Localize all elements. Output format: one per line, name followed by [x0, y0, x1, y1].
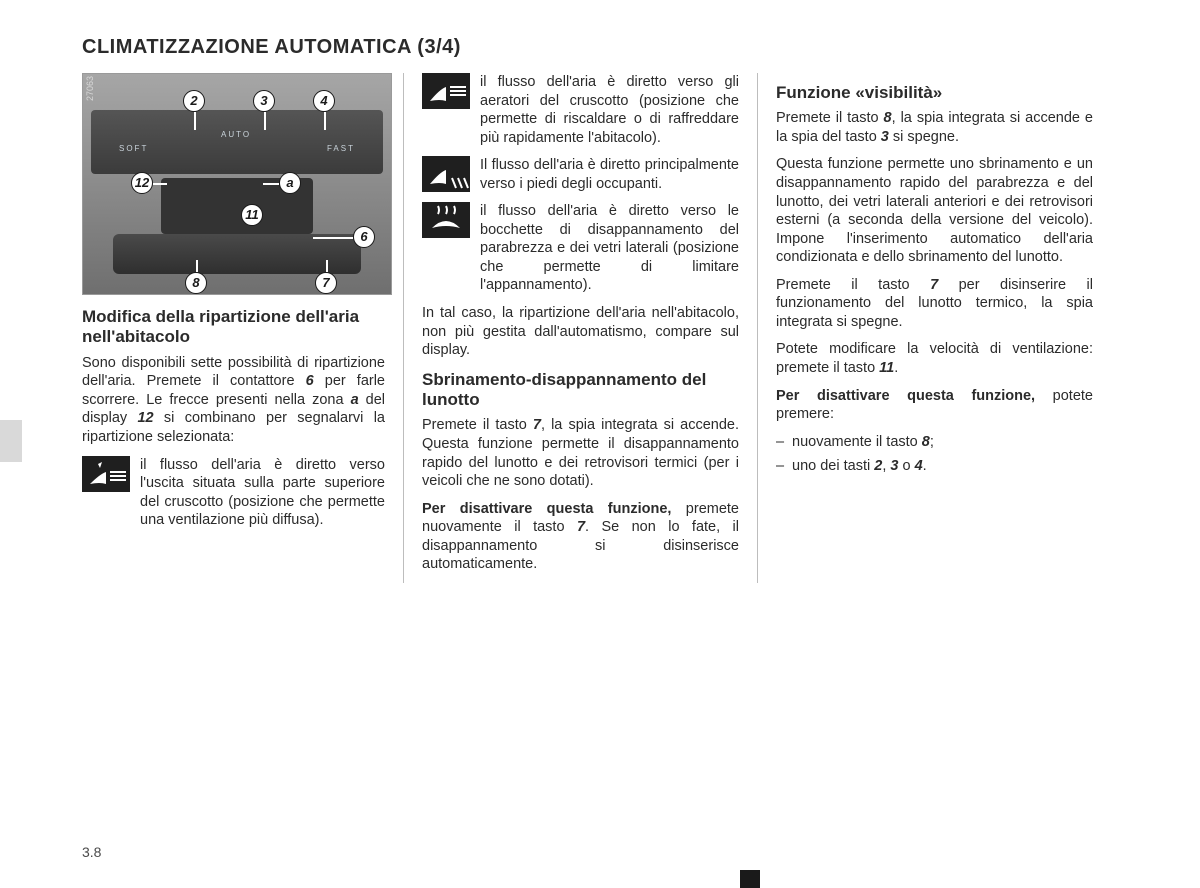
callout-7: 7 [315, 272, 337, 294]
air-defrost-icon [422, 202, 470, 238]
ref-8: 8 [922, 434, 930, 450]
air-face-icon [422, 73, 470, 109]
bottom-crop-mark [740, 870, 760, 888]
ref-3: 3 [881, 129, 889, 145]
icon-block-face: il flusso dell'aria è diretto verso gli … [422, 73, 739, 147]
defrost-p1: Premete il tasto 7, la spia integrata si… [422, 416, 739, 490]
icon-block-diffuse: il flusso dell'aria è diretto verso l'us… [82, 456, 385, 530]
list-item: uno dei tasti 2, 3 o 4. [776, 457, 1093, 476]
vis-p2: Questa funzione permette uno sbrinamento… [776, 155, 1093, 266]
column-2: il flusso dell'aria è diretto verso gli … [408, 73, 753, 583]
lead-line [324, 112, 326, 130]
defrost-p2: Per disattivare questa funzione, premete… [422, 500, 739, 574]
page: CLIMATIZZAZIONE AUTOMATICA (3/4) 27063 S… [0, 0, 1200, 583]
ref-8: 8 [884, 110, 892, 126]
air-feet-icon [422, 156, 470, 192]
bold-text: Per disattivare questa funzione, [422, 501, 671, 517]
icon-text: il flusso dell'aria è diretto verso l'us… [140, 456, 385, 530]
text: Premete il tasto [422, 417, 533, 433]
text: Premete il tasto [776, 277, 930, 293]
callout-6: 6 [353, 226, 375, 248]
icon-text: il flusso dell'aria è diretto verso gli … [480, 73, 739, 147]
callout-8: 8 [185, 272, 207, 294]
page-title: CLIMATIZZAZIONE AUTOMATICA (3/4) [82, 36, 1146, 59]
ref-a: a [351, 392, 359, 408]
subhead-air-distribution: Modifica della ripartizione dell'aria ne… [82, 307, 385, 348]
callout-3: 3 [253, 90, 275, 112]
label-fast: FAST [327, 144, 355, 154]
ref-7: 7 [533, 417, 541, 433]
icon-text: Il flusso dell'aria è diretto principalm… [480, 156, 739, 193]
callout-a: a [279, 172, 301, 194]
ref-7: 7 [577, 519, 585, 535]
list-item: nuovamente il tasto 8; [776, 433, 1093, 452]
subhead-defrost-rear: Sbrinamento-disappannamento del lunotto [422, 370, 739, 411]
vis-p1: Premete il tasto 8, la spia integrata si… [776, 109, 1093, 146]
icon-text: il flusso dell'aria è diretto verso le b… [480, 202, 739, 295]
label-auto: AUTO [221, 130, 251, 140]
lead-line [264, 112, 266, 130]
vis-p5: Per disattivare questa funzione, potete … [776, 387, 1093, 424]
text: . [923, 458, 927, 474]
text: . [894, 360, 898, 376]
text: ; [930, 434, 934, 450]
deactivate-list: nuovamente il tasto 8; uno dei tasti 2, … [776, 433, 1093, 476]
side-tab [0, 420, 22, 462]
dash-bottom-panel [113, 234, 361, 274]
lead-line [153, 183, 167, 185]
vis-p3: Premete il tasto 7 per disinserire il fu… [776, 276, 1093, 332]
column-divider [403, 73, 404, 583]
icon-block-defrost: il flusso dell'aria è diretto verso le b… [422, 202, 739, 295]
ref-12: 12 [137, 410, 153, 426]
text: si spegne. [889, 129, 959, 145]
ref-4: 4 [915, 458, 923, 474]
lead-line [194, 112, 196, 130]
vis-p4: Potete modificare la velocità di ventila… [776, 340, 1093, 377]
callout-12: 12 [131, 172, 153, 194]
column-3: Funzione «visibilità» Premete il tasto 8… [762, 73, 1107, 583]
text: Premete il tasto [776, 110, 884, 126]
label-soft: SOFT [119, 144, 148, 154]
after-icons-text: In tal caso, la ripartizione dell'aria n… [422, 304, 739, 360]
column-divider [757, 73, 758, 583]
subhead-visibility: Funzione «visibilità» [776, 83, 1093, 103]
ref-6: 6 [306, 373, 314, 389]
icon-block-feet: Il flusso dell'aria è diretto principalm… [422, 156, 739, 193]
column-1: 27063 SOFT AUTO FAST 2 3 4 1 [54, 73, 399, 583]
text: nuovamente il tasto [792, 434, 922, 450]
lead-line [313, 237, 353, 239]
text: o [898, 458, 914, 474]
dash-top-panel: SOFT AUTO FAST [91, 110, 383, 174]
ref-11: 11 [879, 360, 894, 376]
intro-paragraph: Sono disponibili sette possibilità di ri… [82, 354, 385, 447]
figure-ref-number: 27063 [85, 76, 97, 101]
text: uno dei tasti [792, 458, 874, 474]
lead-line [196, 260, 198, 272]
callout-2: 2 [183, 90, 205, 112]
air-diffuse-icon [82, 456, 130, 492]
lead-line [263, 183, 279, 185]
callout-11: 11 [241, 204, 263, 226]
dashboard-figure: 27063 SOFT AUTO FAST 2 3 4 1 [82, 73, 392, 295]
text: Potete modificare la velocità di ventila… [776, 341, 1093, 376]
bold-text: Per disattivare questa funzione, [776, 388, 1035, 404]
callout-4: 4 [313, 90, 335, 112]
page-number: 3.8 [82, 844, 101, 860]
lead-line [326, 260, 328, 272]
columns: 27063 SOFT AUTO FAST 2 3 4 1 [54, 73, 1146, 583]
ref-7: 7 [930, 277, 938, 293]
